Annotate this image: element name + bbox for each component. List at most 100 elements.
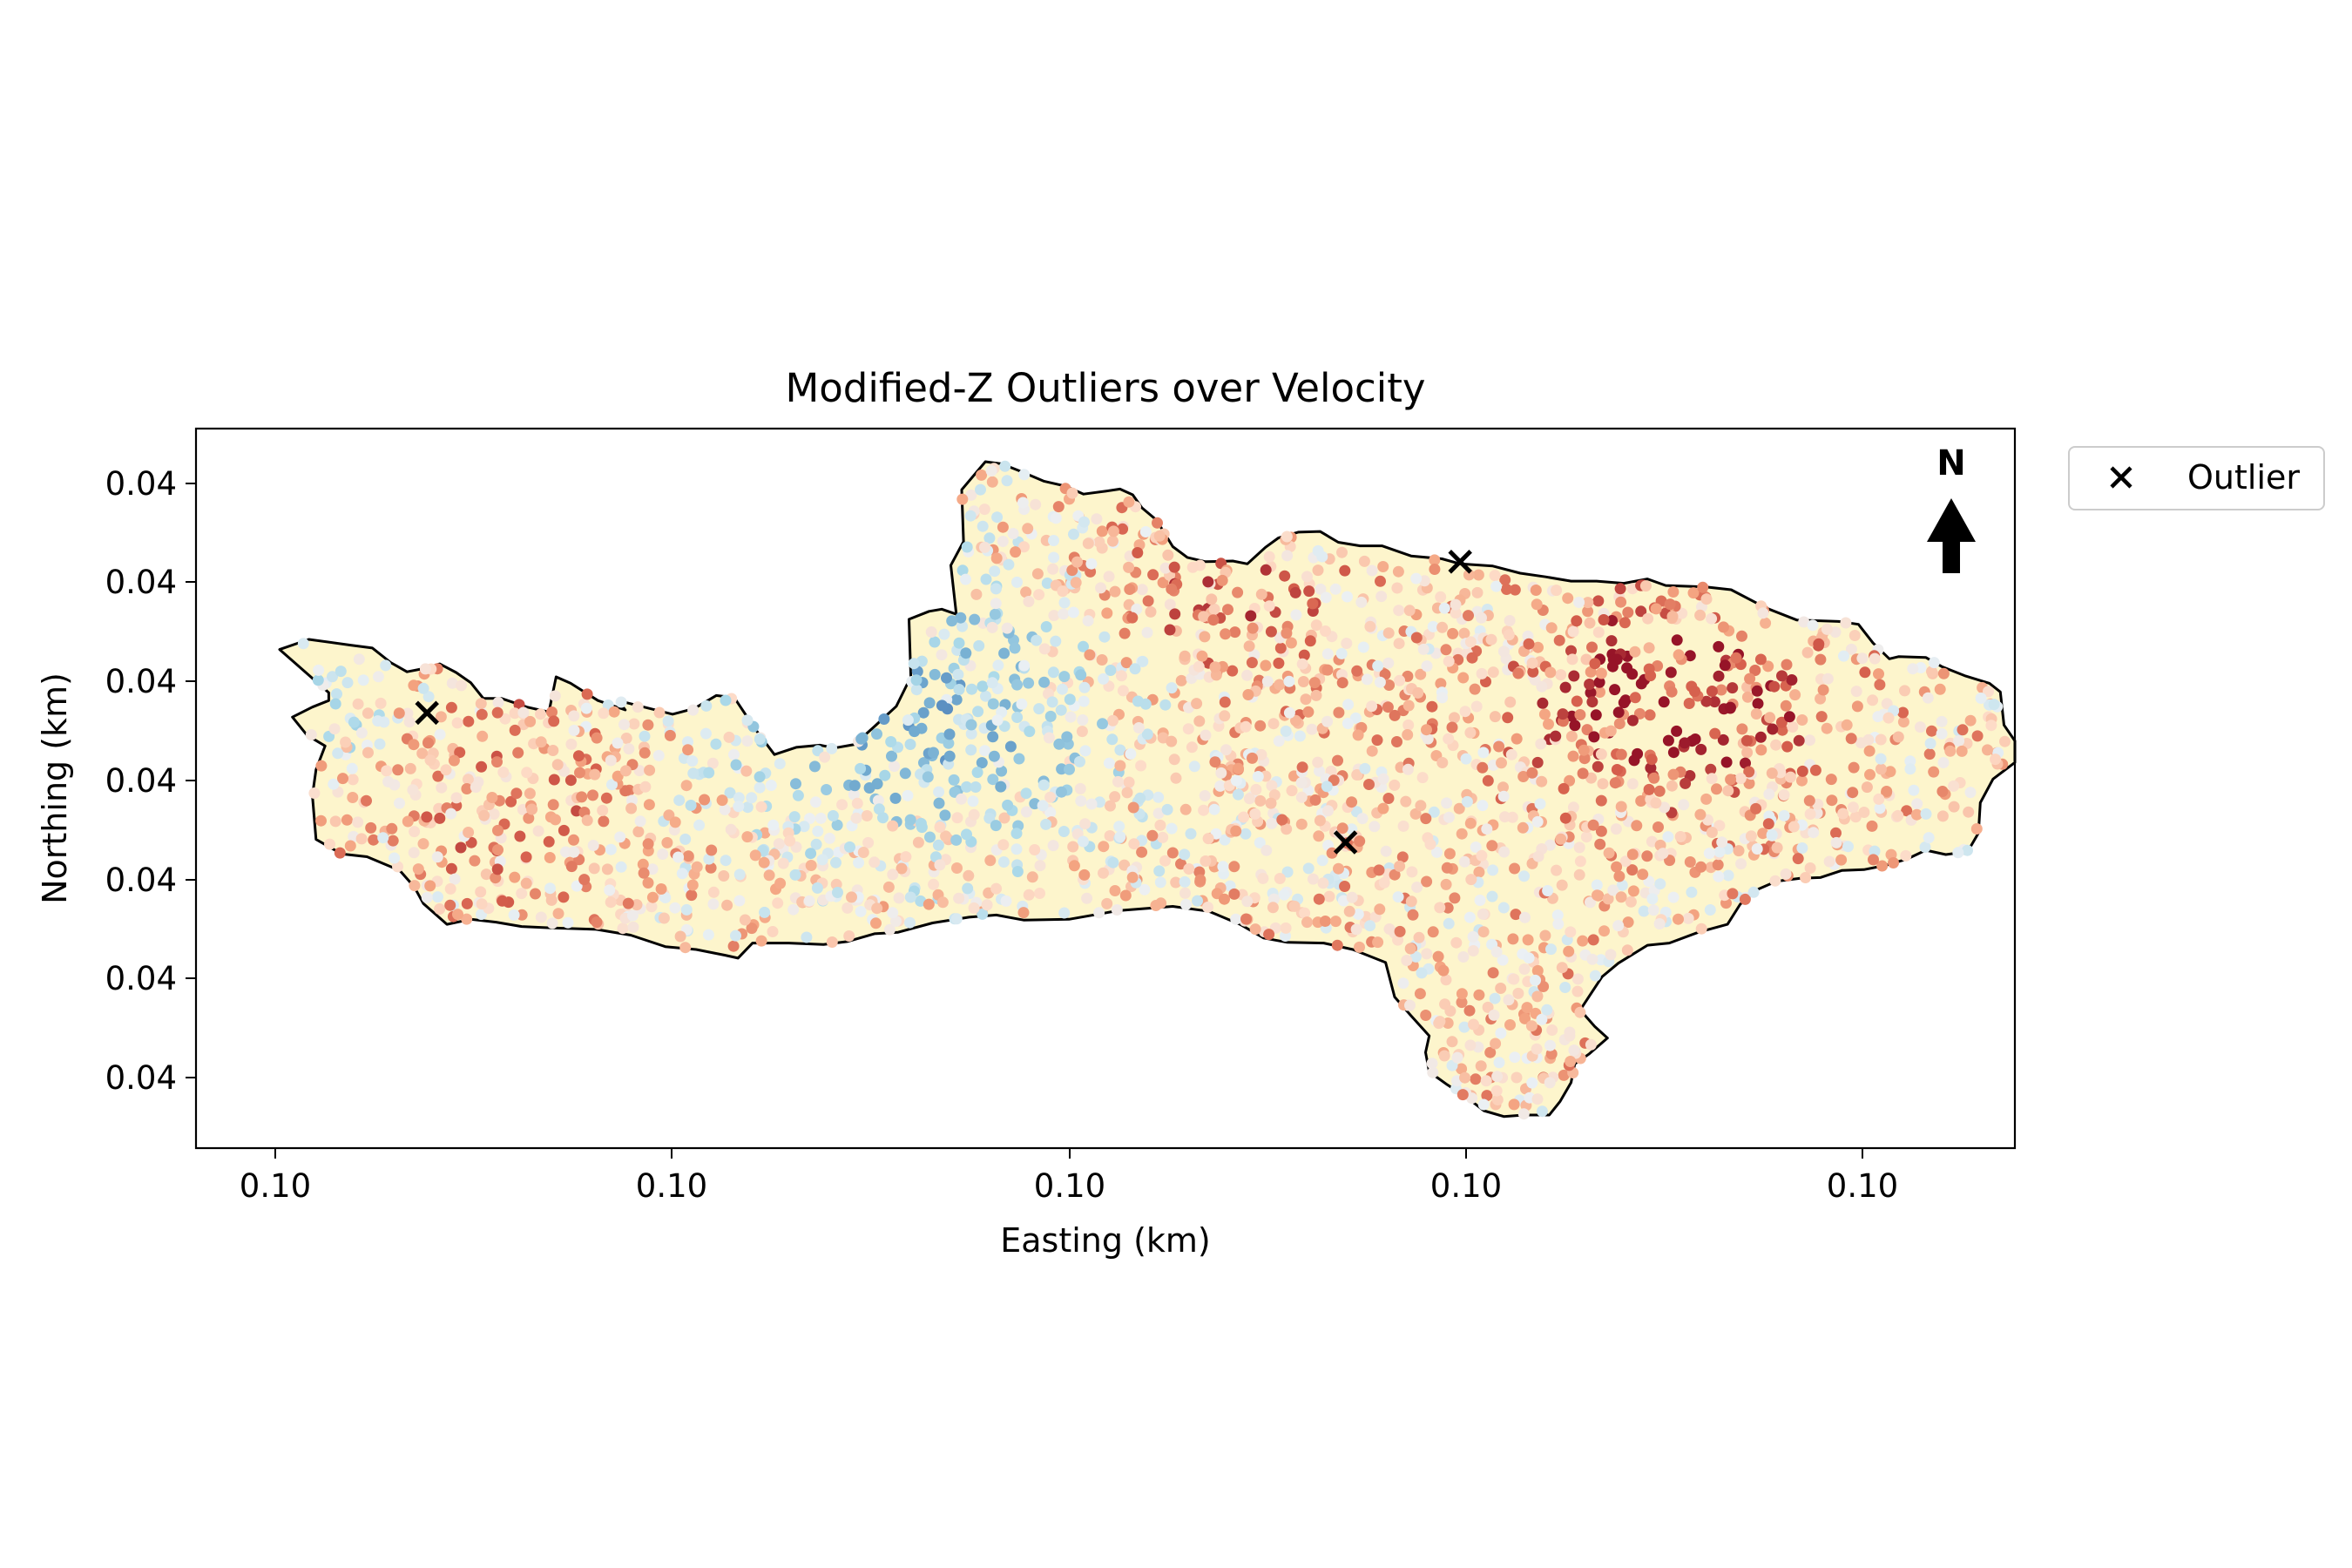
velocity-point [1719, 659, 1731, 672]
velocity-point [368, 834, 380, 846]
velocity-point [476, 760, 488, 773]
velocity-point [1079, 745, 1092, 757]
velocity-point [1736, 723, 1748, 735]
velocity-point [1038, 643, 1051, 655]
velocity-point [1766, 767, 1778, 780]
velocity-point [661, 836, 673, 848]
velocity-point [1587, 934, 1599, 946]
velocity-point [1152, 808, 1165, 820]
velocity-point [730, 929, 741, 942]
velocity-point [787, 903, 800, 916]
velocity-point [552, 908, 564, 920]
velocity-point [1463, 610, 1474, 622]
velocity-point [1070, 577, 1082, 589]
velocity-point [1179, 887, 1191, 899]
velocity-point [1202, 576, 1214, 588]
velocity-point [1750, 802, 1762, 814]
velocity-point [1413, 931, 1425, 943]
velocity-point [1410, 632, 1423, 644]
velocity-point [953, 637, 965, 649]
velocity-point [1010, 828, 1023, 840]
velocity-point [1447, 627, 1459, 639]
velocity-point [1847, 787, 1859, 799]
velocity-point [1351, 769, 1363, 781]
velocity-point [1551, 864, 1563, 876]
velocity-point [1401, 955, 1413, 966]
velocity-point [1106, 733, 1119, 746]
velocity-point [1442, 902, 1454, 914]
velocity-point [1936, 810, 1949, 822]
velocity-point [1735, 858, 1747, 870]
velocity-point [1504, 696, 1517, 708]
velocity-point [1713, 870, 1725, 882]
velocity-point [1733, 845, 1745, 857]
velocity-point [1480, 1075, 1492, 1087]
velocity-point [932, 839, 944, 851]
velocity-point [1807, 619, 1819, 632]
velocity-point [1397, 820, 1409, 832]
velocity-point [628, 718, 640, 730]
velocity-point [1458, 627, 1470, 639]
velocity-point [1034, 888, 1045, 899]
velocity-point [1085, 798, 1098, 810]
velocity-point [1482, 1001, 1494, 1013]
velocity-point [461, 913, 473, 925]
velocity-point [1217, 861, 1229, 873]
velocity-point [1720, 756, 1733, 768]
velocity-point [1192, 895, 1203, 907]
velocity-point [1321, 781, 1333, 793]
velocity-point [1509, 584, 1521, 596]
velocity-point [1389, 868, 1401, 881]
velocity-point [449, 873, 461, 885]
velocity-point [1517, 1108, 1530, 1120]
velocity-point [1487, 967, 1499, 979]
velocity-point [1901, 805, 1913, 817]
velocity-point [389, 852, 401, 864]
velocity-point [1297, 676, 1309, 687]
velocity-point [1456, 1063, 1468, 1075]
velocity-point [1421, 660, 1433, 672]
velocity-point [741, 801, 754, 814]
velocity-point [879, 769, 891, 781]
velocity-point [1301, 916, 1313, 929]
velocity-point [1323, 890, 1335, 902]
velocity-point [1438, 1050, 1450, 1062]
velocity-point [759, 906, 771, 918]
velocity-point [1429, 554, 1441, 566]
velocity-point [1383, 679, 1396, 691]
velocity-point [1016, 698, 1028, 710]
velocity-point [1796, 765, 1808, 777]
velocity-point [1164, 598, 1176, 611]
velocity-point [1999, 735, 2011, 747]
velocity-point [478, 809, 490, 821]
velocity-point [497, 767, 510, 778]
velocity-point [1243, 793, 1255, 805]
velocity-point [1508, 973, 1520, 985]
velocity-point [836, 799, 848, 811]
velocity-point [1206, 593, 1218, 605]
velocity-point [1911, 798, 1923, 810]
velocity-point [1101, 607, 1113, 619]
velocity-point [889, 760, 901, 773]
velocity-point [1503, 994, 1515, 1006]
velocity-point [908, 658, 920, 670]
velocity-point [1260, 844, 1273, 856]
velocity-point [790, 778, 801, 790]
velocity-point [450, 792, 463, 804]
velocity-point [1064, 763, 1075, 775]
velocity-point [1948, 780, 1960, 792]
velocity-point [434, 812, 446, 824]
velocity-point [855, 762, 867, 774]
velocity-point [1126, 612, 1139, 624]
velocity-point [1233, 762, 1244, 774]
velocity-point [1535, 738, 1547, 750]
velocity-point [620, 733, 632, 744]
velocity-point [965, 719, 977, 731]
velocity-point [746, 792, 758, 804]
velocity-point [961, 828, 972, 841]
velocity-point [1673, 649, 1685, 661]
velocity-point [1314, 814, 1326, 827]
velocity-point [956, 793, 967, 805]
velocity-point [1281, 550, 1294, 562]
velocity-point [347, 774, 359, 786]
